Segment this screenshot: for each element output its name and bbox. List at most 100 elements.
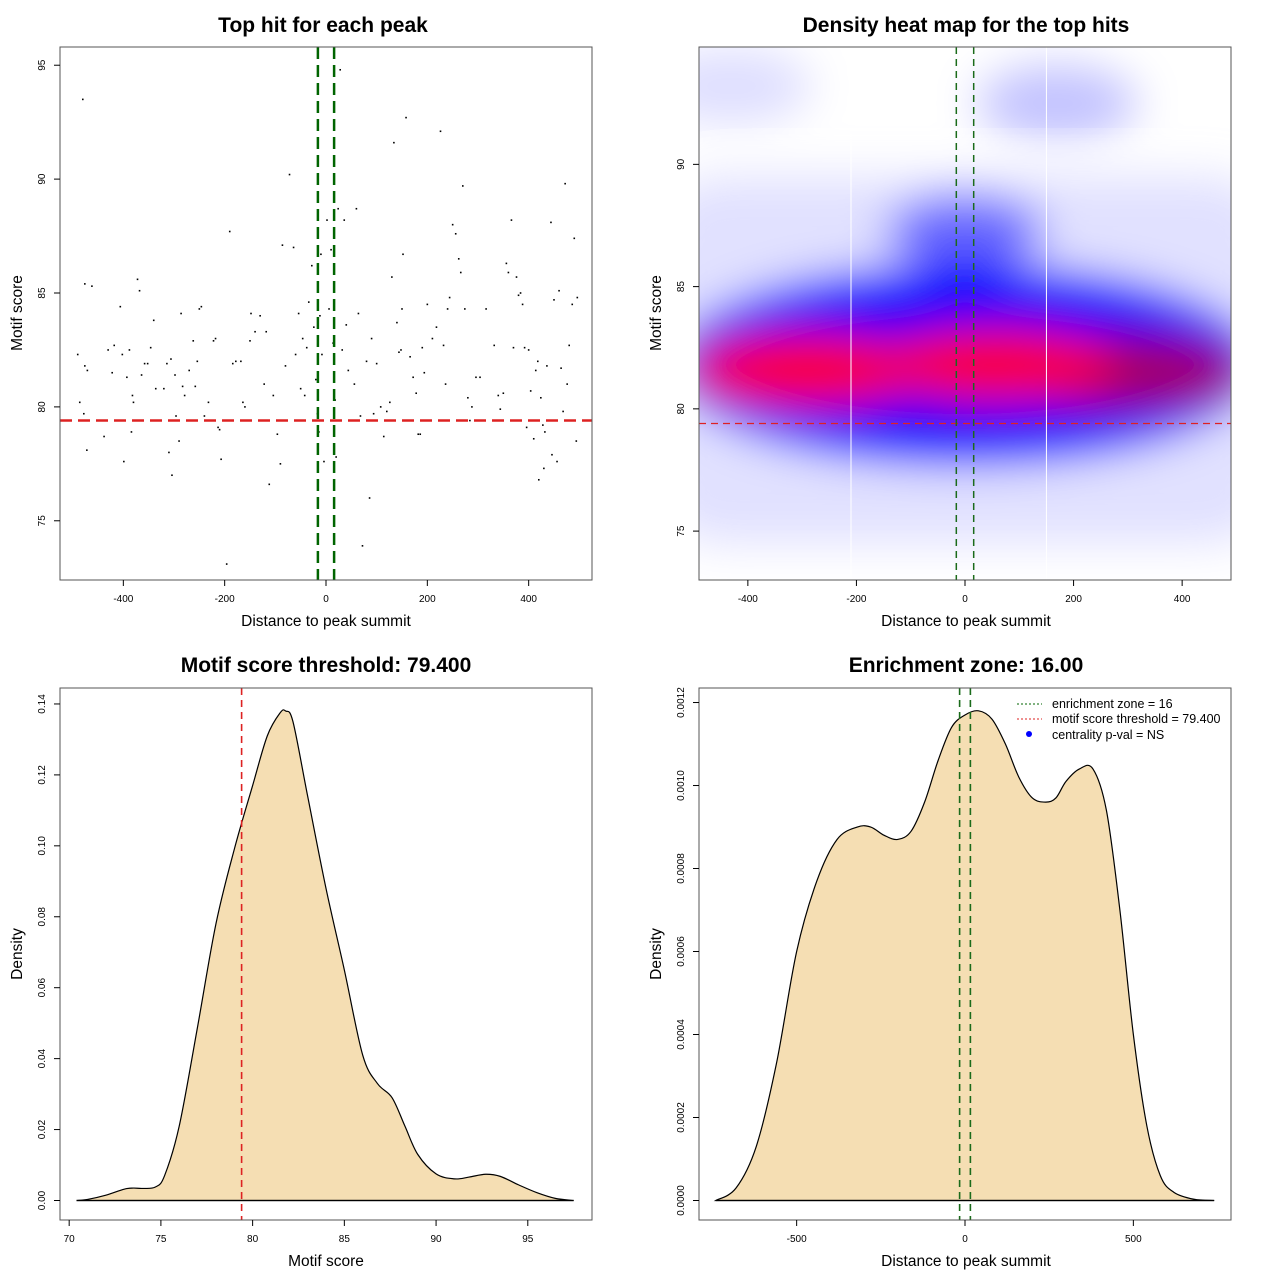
data-point — [194, 385, 197, 388]
data-point — [372, 412, 375, 415]
data-point — [564, 182, 566, 185]
data-point — [305, 346, 308, 349]
y-tick-label: 0.0006 — [676, 936, 687, 967]
scatter-plot-frame — [59, 46, 593, 581]
data-point — [398, 351, 400, 354]
data-point — [111, 371, 113, 374]
data-point — [451, 223, 454, 226]
data-point — [347, 369, 350, 372]
score-density-y-label: Density — [9, 928, 26, 980]
x-tick-label: 400 — [520, 594, 537, 605]
data-point — [326, 219, 328, 221]
data-point — [183, 394, 186, 397]
x-tick-label: 200 — [1065, 594, 1082, 605]
density-hotspot — [699, 48, 812, 125]
data-point — [244, 406, 246, 408]
data-point — [355, 207, 358, 210]
data-point — [475, 376, 477, 379]
data-point — [196, 360, 199, 363]
data-point — [527, 349, 530, 351]
data-point — [154, 387, 157, 390]
data-point — [365, 360, 368, 363]
data-point — [279, 463, 282, 465]
data-point — [485, 308, 487, 310]
data-point — [462, 185, 464, 187]
x-tick-label: -400 — [738, 594, 758, 605]
data-point — [330, 248, 332, 251]
data-point — [412, 376, 414, 379]
data-point — [464, 308, 466, 310]
data-point — [375, 362, 378, 365]
data-point — [128, 349, 131, 351]
data-point — [525, 426, 528, 429]
data-point — [174, 374, 176, 376]
data-point — [259, 314, 261, 317]
data-point — [396, 321, 398, 324]
data-point — [562, 410, 564, 413]
score-density-y-axis: 0.00 0.02 0.04 0.06 0.08 0.10 0.12 0.14 — [37, 694, 60, 1210]
data-point — [540, 396, 542, 399]
data-point — [284, 365, 287, 367]
data-point — [268, 483, 271, 486]
data-point — [353, 383, 356, 385]
distance-density-y-axis: 0.0000 0.0002 0.0004 0.0006 0.0008 0.0010 0.00… — [676, 687, 699, 1216]
data-point — [467, 396, 469, 399]
data-point — [386, 410, 388, 413]
data-point — [192, 340, 195, 342]
y-tick-label: 0.10 — [37, 836, 48, 856]
data-point — [553, 299, 555, 301]
data-point — [523, 346, 526, 349]
y-tick-label: 80 — [37, 401, 48, 413]
data-point — [370, 337, 373, 340]
data-point — [242, 401, 244, 404]
scatter-x-axis: -400 -200 0 200 400 — [113, 580, 537, 605]
data-point — [391, 276, 393, 278]
y-tick-label: 85 — [37, 287, 48, 299]
data-point — [218, 428, 221, 431]
distance-density-panel: Enrichment zone: 16.00 -500 0 500 0.00000.… — [648, 654, 1232, 1270]
data-point — [78, 401, 81, 404]
data-point — [426, 303, 429, 306]
data-point — [568, 344, 570, 347]
data-point — [576, 296, 579, 299]
x-tick-label: 0 — [962, 1234, 968, 1245]
data-point — [558, 289, 560, 292]
data-point — [328, 308, 330, 310]
data-point — [320, 253, 322, 256]
data-point — [459, 271, 462, 274]
data-point — [84, 283, 86, 285]
data-point — [505, 262, 508, 265]
density-hotspot — [885, 194, 1045, 271]
y-tick-label: 90 — [37, 173, 48, 185]
data-point — [389, 401, 391, 404]
data-point — [335, 456, 337, 458]
data-point — [301, 337, 304, 340]
data-point — [175, 415, 177, 417]
x-tick-label: -400 — [113, 594, 133, 605]
y-tick-label: 0.0004 — [676, 1019, 687, 1050]
heatmap-x-label: Distance to peak summit — [881, 613, 1051, 630]
data-point — [272, 394, 275, 397]
data-point — [107, 349, 109, 351]
data-point — [379, 406, 382, 408]
heatmap-y-axis: 75 80 85 90 — [676, 158, 699, 537]
data-point — [419, 433, 422, 436]
data-point — [307, 301, 310, 303]
data-point — [341, 349, 344, 351]
data-point — [83, 412, 85, 415]
data-point — [292, 246, 295, 249]
x-tick-label: 500 — [1125, 1234, 1142, 1245]
data-point — [337, 207, 339, 210]
data-point — [113, 344, 116, 347]
data-point — [345, 324, 348, 326]
data-point — [382, 435, 385, 438]
x-tick-label: 400 — [1174, 594, 1191, 605]
data-point — [401, 308, 403, 310]
data-point — [263, 383, 265, 385]
heatmap-panel: Density heat map for the top hits -400 -2… — [648, 14, 1232, 630]
y-tick-label: 95 — [37, 59, 48, 71]
data-point — [249, 340, 251, 342]
data-point — [402, 253, 404, 256]
data-point — [288, 173, 291, 176]
data-point — [265, 330, 268, 333]
